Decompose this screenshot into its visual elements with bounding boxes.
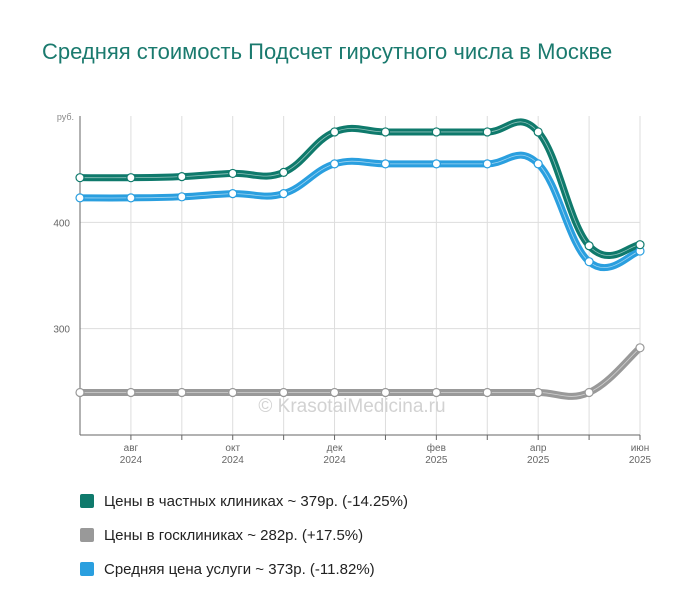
data-point-public-clinics — [75, 387, 85, 398]
x-tick-label-month: авг — [124, 443, 139, 454]
x-tick-label-month: апр — [530, 443, 547, 454]
data-point-public-clinics — [584, 387, 594, 398]
data-point-average-price — [380, 159, 391, 169]
data-point-private-clinics — [584, 241, 594, 251]
data-point-average-price — [279, 189, 289, 199]
data-point-average-price — [228, 189, 238, 199]
chart-title: Средняя стоимость Подсчет гирсутного чис… — [42, 39, 613, 64]
x-tick-label-month: июн — [631, 443, 650, 454]
data-point-private-clinics — [431, 127, 441, 137]
legend-label: Цены в частных клиниках ~ 379р. (-14.25%… — [104, 492, 408, 510]
data-point-public-clinics — [126, 387, 136, 398]
series-lines — [76, 118, 644, 400]
data-point-average-price — [533, 159, 543, 169]
data-point-private-clinics — [533, 127, 543, 137]
data-point-public-clinics — [635, 343, 645, 353]
data-point-public-clinics — [279, 387, 289, 398]
legend-swatch — [80, 562, 94, 576]
x-tick-label-year: 2024 — [120, 455, 143, 466]
data-point-public-clinics — [329, 387, 340, 398]
data-point-private-clinics — [635, 240, 645, 250]
data-point-private-clinics — [177, 172, 187, 182]
legend-swatch — [80, 494, 94, 508]
y-axis-label: руб. — [57, 112, 74, 122]
data-point-average-price — [329, 159, 340, 169]
watermark: © KrasotaiMedicina.ru — [258, 396, 445, 417]
data-point-average-price — [75, 193, 85, 203]
data-point-private-clinics — [75, 173, 85, 183]
data-point-public-clinics — [177, 387, 187, 398]
x-tick-label-year: 2024 — [323, 455, 346, 466]
x-tick-label-month: окт — [225, 443, 240, 454]
data-point-private-clinics — [126, 173, 136, 183]
data-point-average-price — [126, 193, 136, 203]
data-point-average-price — [482, 159, 492, 169]
data-point-private-clinics — [228, 168, 238, 179]
data-point-public-clinics — [482, 387, 492, 398]
legend-swatch — [80, 528, 94, 542]
legend-item: Цены в частных клиниках ~ 379р. (-14.25%… — [80, 484, 408, 518]
data-point-private-clinics — [380, 127, 391, 137]
data-point-average-price — [431, 159, 441, 169]
axes: 300400руб.авг2024окт2024дек2024фев2025ап… — [53, 112, 651, 466]
x-tick-label-year: 2025 — [527, 455, 550, 466]
y-tick-label: 400 — [53, 218, 70, 229]
data-point-public-clinics — [533, 387, 543, 398]
legend-label: Цены в госклиниках ~ 282р. (+17.5%) — [104, 526, 364, 544]
x-tick-label-month: дек — [327, 443, 343, 454]
data-point-private-clinics — [279, 167, 289, 177]
x-tick-label-year: 2025 — [629, 455, 652, 466]
x-tick-label-month: фев — [427, 442, 446, 454]
data-point-average-price — [584, 257, 594, 267]
legend-item: Средняя цена услуги ~ 373р. (-11.82%) — [80, 552, 408, 586]
legend: Цены в частных клиниках ~ 379р. (-14.25%… — [80, 484, 408, 586]
series-line-public-clinics — [76, 344, 644, 400]
series-points — [75, 127, 645, 398]
data-point-private-clinics — [329, 127, 340, 137]
x-tick-label-year: 2025 — [425, 455, 448, 466]
data-point-average-price — [177, 192, 187, 202]
legend-label: Средняя цена услуги ~ 373р. (-11.82%) — [104, 560, 375, 578]
x-tick-label-year: 2024 — [222, 455, 245, 466]
line-chart: 300400руб.авг2024окт2024дек2024фев2025ап… — [53, 112, 651, 466]
data-point-public-clinics — [431, 387, 441, 398]
data-point-private-clinics — [482, 127, 492, 137]
y-tick-label: 300 — [53, 325, 70, 336]
data-point-public-clinics — [228, 387, 238, 398]
data-point-public-clinics — [380, 387, 391, 398]
legend-item: Цены в госклиниках ~ 282р. (+17.5%) — [80, 518, 408, 552]
